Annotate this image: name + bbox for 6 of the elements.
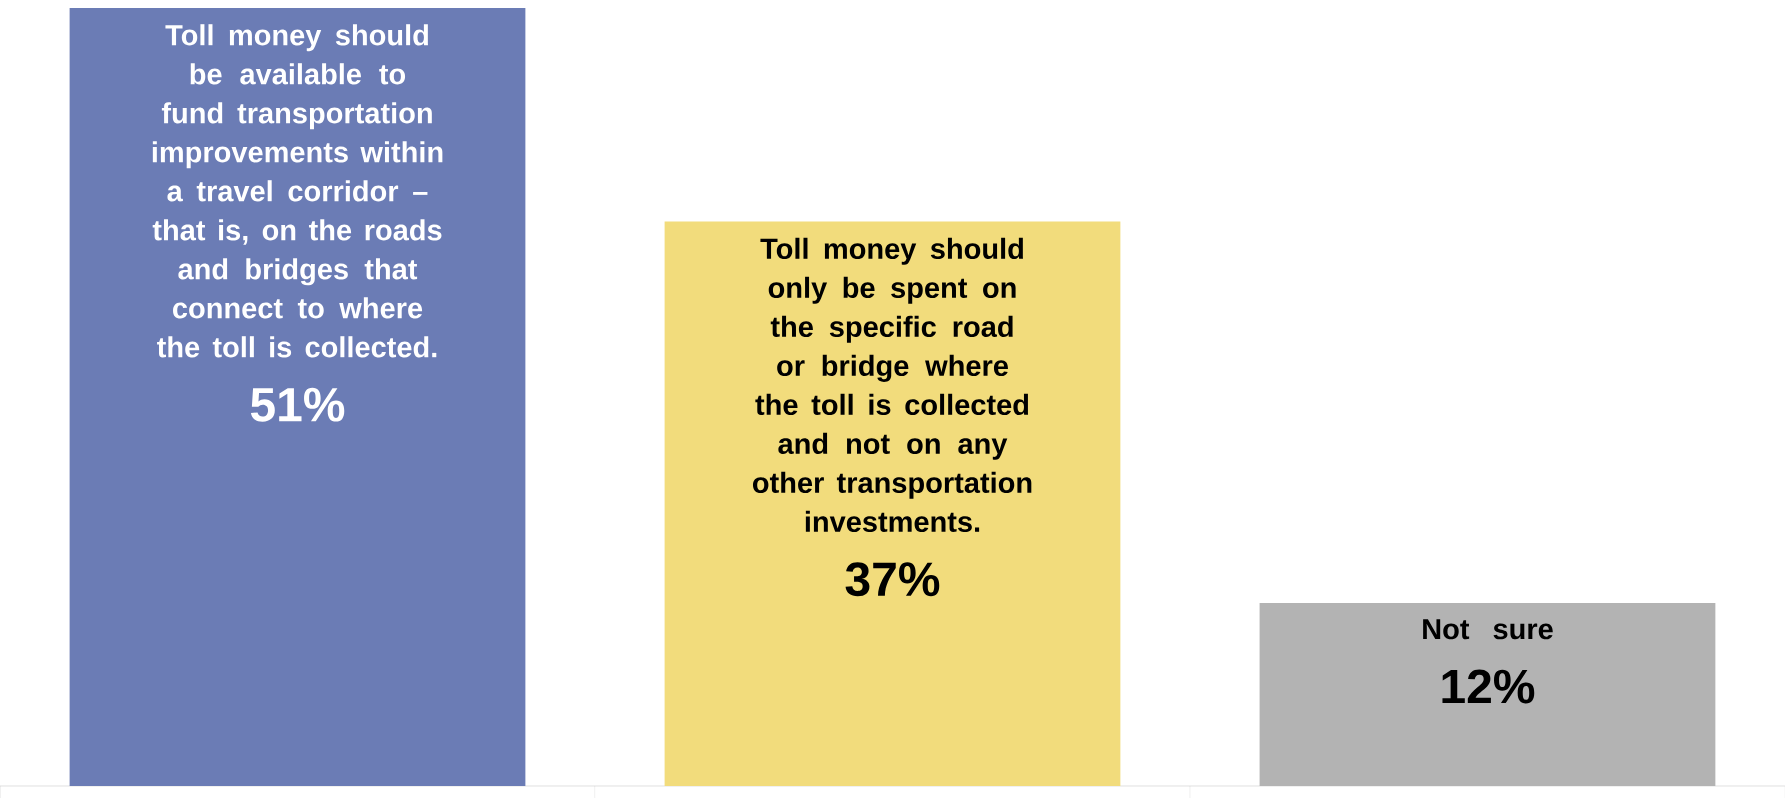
- category-label: Toll money should be available to fund transportation improvements within a travel corridor – that is, on the roads and bridges that connect to where the toll is collected.: [152, 24, 443, 358]
- x-tick-label: Toll money should only be spent on the specific road or bridge where the toll is collected and not on any other transportation investments.: [752, 237, 1032, 533]
- data-label: 51%: [250, 387, 345, 422]
- data-label: 37%: [845, 562, 940, 597]
- x-tick-label: Not sure: [1423, 619, 1553, 640]
- data-label: 12%: [1442, 669, 1535, 704]
